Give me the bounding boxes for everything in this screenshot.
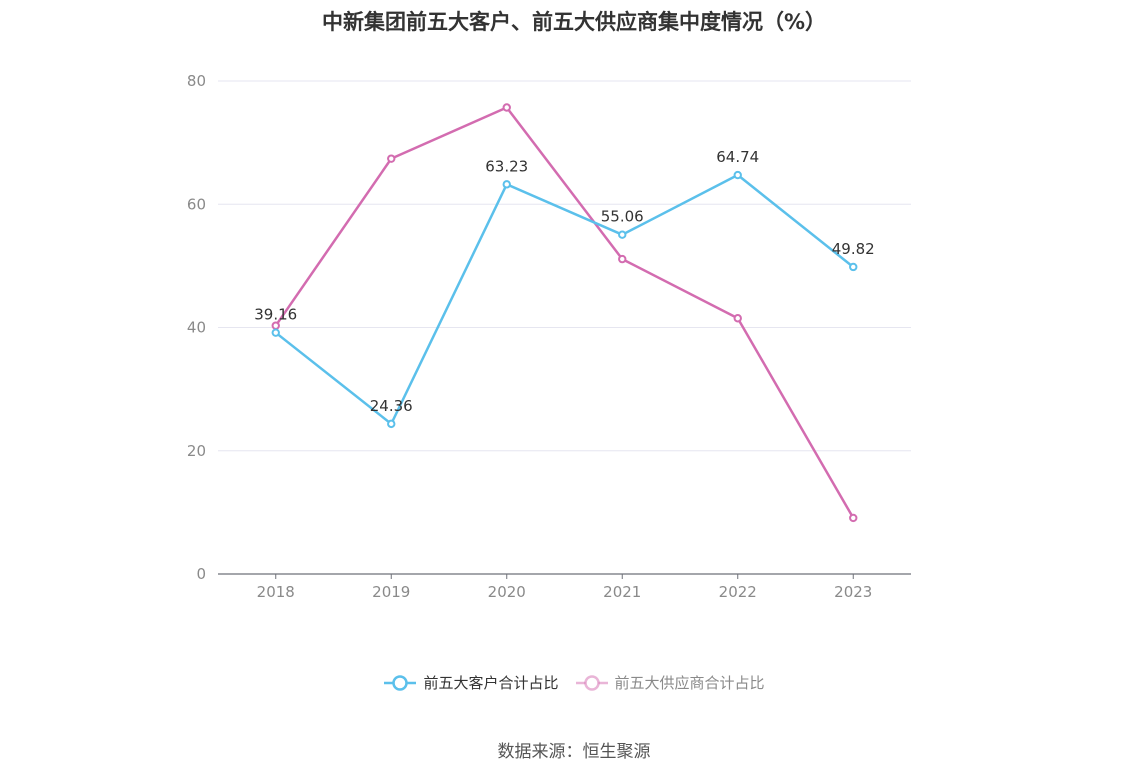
- x-tick-label: 2019: [372, 583, 410, 601]
- y-tick-label: 60: [187, 195, 206, 213]
- y-tick-label: 80: [187, 72, 206, 90]
- data-point-0: [618, 230, 627, 239]
- x-tick-label: 2020: [488, 583, 526, 601]
- y-tick-label: 20: [187, 442, 206, 460]
- data-point-0: [733, 170, 742, 180]
- source-note: 数据来源：恒生聚源: [497, 742, 651, 762]
- series-line-0: [274, 173, 855, 426]
- data-point-0: [849, 262, 858, 272]
- x-tick-label: 2018: [257, 583, 295, 601]
- data-point-0: [502, 180, 511, 189]
- data-point-1: [849, 513, 858, 523]
- data-label: 55.06: [601, 208, 644, 226]
- x-tick-label: 2022: [719, 583, 757, 601]
- data-label: 64.74: [716, 148, 759, 166]
- legend-item-0[interactable]: 前五大客户合计占比: [383, 672, 559, 693]
- legend-line-icon: [384, 674, 417, 691]
- data-label: 24.36: [370, 397, 413, 415]
- data-point-0: [271, 328, 280, 337]
- data-label: 49.82: [832, 240, 875, 258]
- data-label: 63.23: [485, 157, 528, 175]
- y-tick-label: 40: [187, 319, 206, 337]
- data-label: 39.16: [254, 306, 297, 324]
- legend-line-icon: [575, 674, 608, 691]
- legend-label: 前五大客户合计占比: [423, 674, 559, 692]
- x-tick-label: 2023: [834, 583, 872, 601]
- legend-label: 前五大供应商合计占比: [614, 674, 765, 692]
- series-line-1: [274, 106, 855, 519]
- legend-item-1[interactable]: 前五大供应商合计占比: [575, 672, 765, 693]
- x-tick-label: 2021: [603, 583, 641, 601]
- data-point-1: [733, 314, 742, 323]
- data-point-1: [387, 154, 396, 163]
- data-point-0: [387, 419, 396, 429]
- y-tick-label: 0: [196, 565, 206, 583]
- data-point-1: [618, 254, 627, 264]
- chart-title: 中新集团前五大客户、前五大供应商集中度情况（%）: [321, 10, 827, 34]
- data-point-1: [502, 103, 511, 112]
- chart-legend: 前五大客户合计占比 前五大供应商合计占比: [0, 672, 1148, 693]
